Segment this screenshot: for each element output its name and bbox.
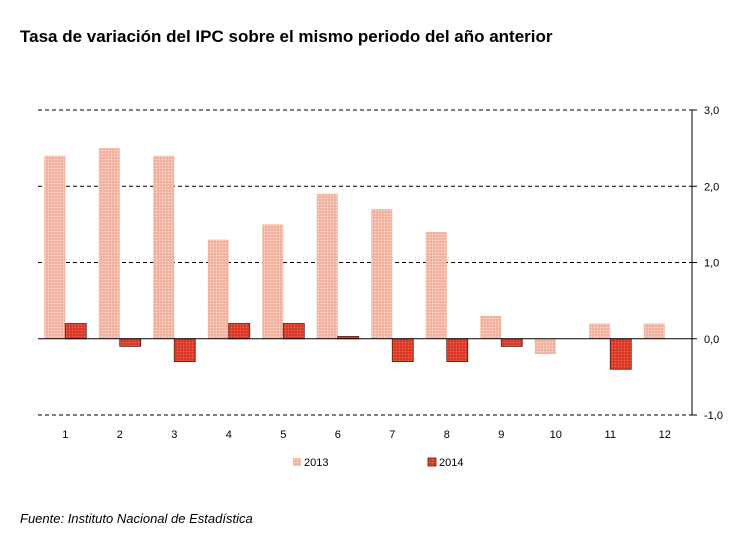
bar-2013-3 — [153, 155, 175, 339]
y-tick-label: 0,0 — [704, 334, 719, 346]
x-tick-label: 5 — [280, 429, 286, 441]
bar-2014-11 — [609, 338, 632, 370]
x-tick-label: 8 — [444, 429, 450, 441]
bar-2013-5 — [262, 224, 284, 339]
y-tick-label: 1,0 — [704, 258, 719, 270]
bar-2013-8 — [425, 232, 447, 339]
x-tick-label: 1 — [62, 429, 68, 441]
bar-2013-2 — [98, 148, 120, 339]
x-tick-label: 4 — [226, 429, 232, 441]
bar-2014-7 — [391, 338, 414, 363]
bar-2014-5 — [282, 323, 305, 340]
axes: 3,02,01,00,0-1,01 2 3 4 5 6 7 8 9 10 11 12 — [38, 105, 723, 441]
legend-label-2013: 2013 — [304, 457, 328, 469]
bar-2013-7 — [371, 209, 393, 339]
x-tick-label: 9 — [498, 429, 504, 441]
y-tick-label: -1,0 — [704, 410, 723, 422]
bar-2013-10 — [534, 338, 556, 354]
bars — [44, 148, 665, 370]
x-tick-label: 6 — [335, 429, 341, 441]
bar-2014-9 — [500, 338, 523, 347]
legend-swatch-2014 — [427, 457, 437, 467]
bar-2014-2 — [119, 338, 142, 347]
y-tick-label: 2,0 — [704, 181, 719, 193]
x-tick-label: 11 — [605, 429, 616, 441]
legend-swatch-2013 — [293, 458, 301, 466]
bar-2014-4 — [228, 323, 251, 340]
bar-2013-9 — [480, 315, 502, 339]
bar-2013-4 — [207, 239, 229, 339]
bar-2013-6 — [316, 193, 338, 339]
x-tick-label: 10 — [550, 429, 562, 441]
legend: 2013 2014 — [293, 457, 463, 469]
bar-2014-3 — [173, 338, 196, 363]
x-tick-label: 7 — [389, 429, 395, 441]
source-note: Fuente: Instituto Nacional de Estadístic… — [20, 511, 253, 526]
x-tick-label: 2 — [117, 429, 123, 441]
x-tick-label: 3 — [171, 429, 177, 441]
y-tick-label: 3,0 — [704, 105, 719, 117]
bar-2013-12 — [643, 323, 665, 339]
bar-2013-1 — [44, 155, 66, 339]
bar-2014-1 — [64, 323, 87, 340]
x-tick-label: 12 — [659, 429, 671, 441]
bar-2013-11 — [589, 323, 611, 339]
page-title: Tasa de variación del IPC sobre el mismo… — [20, 27, 553, 46]
bar-2014-8 — [446, 338, 469, 363]
legend-label-2014: 2014 — [439, 457, 463, 469]
gridlines — [38, 109, 692, 416]
